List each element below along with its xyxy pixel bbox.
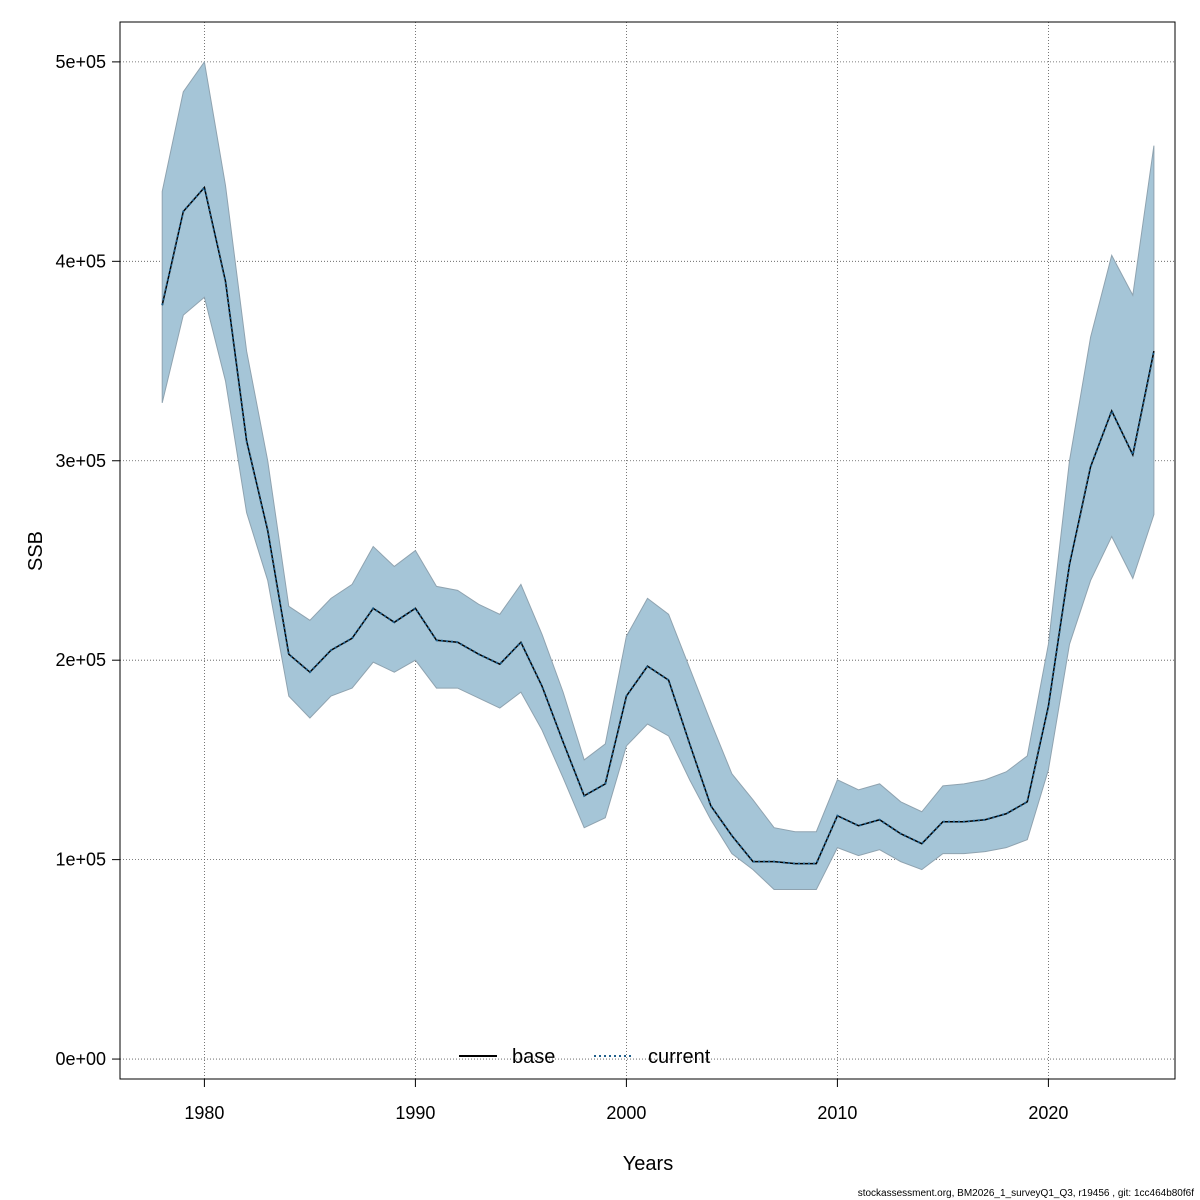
confidence-band: [161, 60, 1155, 891]
x-tick-label: 1990: [395, 1103, 435, 1123]
x-axis-title: Years: [623, 1153, 673, 1175]
legend-base-label: base: [512, 1046, 555, 1068]
y-tick-label: 4e+05: [55, 251, 106, 271]
legend: base current: [459, 1046, 711, 1068]
x-tick-label: 1980: [184, 1103, 224, 1123]
y-axis-title: SSB: [25, 531, 47, 571]
current-series-line: [161, 185, 1155, 865]
legend-current-label: current: [648, 1046, 711, 1068]
footer-credit: stockassessment.org, BM2026_1_surveyQ1_Q…: [858, 1188, 1195, 1199]
x-tick-label: 2010: [817, 1103, 857, 1123]
x-tick-label: 2020: [1028, 1103, 1068, 1123]
y-tick-label: 1e+05: [55, 850, 106, 870]
y-tick-label: 2e+05: [55, 650, 106, 670]
grid-lines: [120, 22, 1175, 1079]
plot-frame: [119, 21, 1176, 1080]
y-axis: 0e+00 1e+05 2e+05 3e+05 4e+05 5e+05: [55, 52, 120, 1069]
x-axis: 1980 1990 2000 2010 2020: [184, 1079, 1068, 1123]
y-tick-label: 5e+05: [55, 52, 106, 72]
y-tick-label: 0e+00: [55, 1049, 106, 1069]
x-tick-label: 2000: [606, 1103, 646, 1123]
y-tick-label: 3e+05: [55, 451, 106, 471]
